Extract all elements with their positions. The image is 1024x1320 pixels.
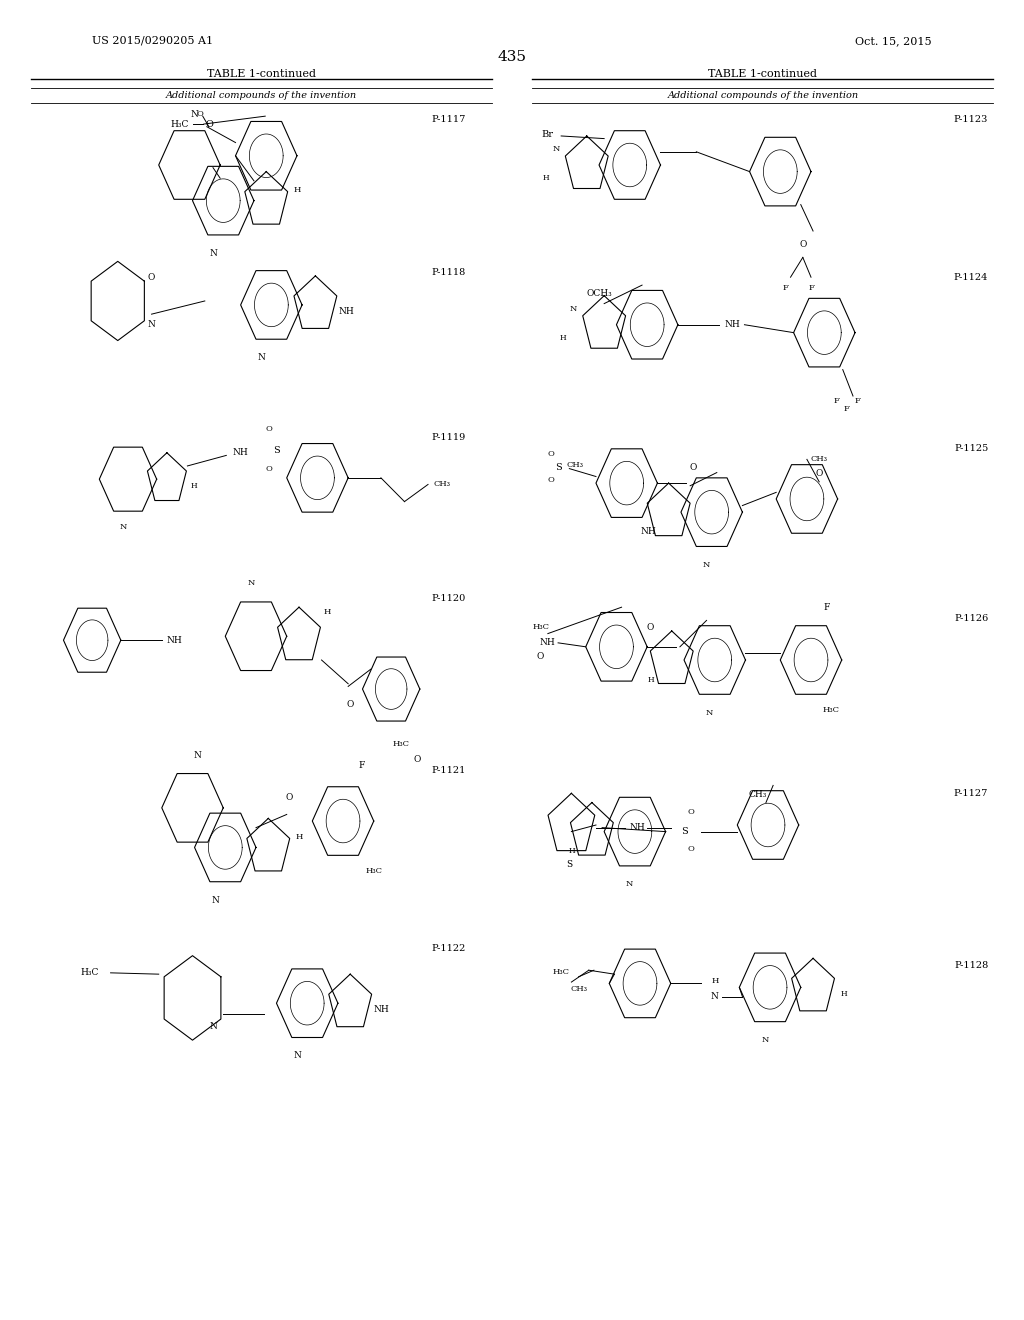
Text: OCH₃: OCH₃	[586, 289, 612, 297]
Text: P-1120: P-1120	[432, 594, 466, 603]
Text: O: O	[537, 652, 545, 660]
Text: N: N	[190, 111, 199, 119]
Text: Br: Br	[542, 131, 554, 139]
Text: NH: NH	[373, 1006, 389, 1014]
Text: H₃C: H₃C	[366, 867, 382, 875]
Text: CH₃: CH₃	[567, 461, 584, 469]
Text: N: N	[247, 579, 255, 587]
Text: N: N	[257, 354, 265, 362]
Text: O: O	[815, 470, 823, 478]
Text: Oct. 15, 2015: Oct. 15, 2015	[855, 36, 932, 46]
Text: F: F	[358, 762, 365, 770]
Text: TABLE 1-continued: TABLE 1-continued	[709, 69, 817, 79]
Text: P-1118: P-1118	[432, 268, 466, 277]
Text: H₃C: H₃C	[553, 968, 569, 975]
Text: H₃C: H₃C	[81, 969, 99, 977]
Text: NH: NH	[338, 308, 354, 315]
Text: N: N	[209, 249, 217, 257]
Text: O: O	[346, 701, 354, 709]
Text: O: O	[689, 463, 697, 471]
Text: H₃C: H₃C	[823, 706, 840, 714]
Text: N: N	[702, 561, 711, 569]
Text: P-1119: P-1119	[432, 433, 466, 442]
Text: NH: NH	[724, 321, 740, 329]
Text: N: N	[711, 993, 719, 1001]
Text: N: N	[194, 751, 202, 759]
Text: NH: NH	[640, 528, 656, 536]
Text: S: S	[555, 463, 561, 471]
Text: O: O	[688, 845, 694, 853]
Text: H: H	[568, 847, 574, 855]
Text: O: O	[197, 110, 203, 117]
Text: F: F	[854, 397, 860, 405]
Text: P-1127: P-1127	[953, 789, 988, 799]
Text: O: O	[646, 623, 654, 631]
Text: H: H	[190, 482, 197, 490]
Text: P-1124: P-1124	[953, 273, 988, 282]
Text: O: O	[548, 477, 554, 484]
Text: P-1123: P-1123	[953, 115, 988, 124]
Text: H₃C: H₃C	[170, 120, 188, 128]
Text: O: O	[206, 120, 214, 128]
Text: 435: 435	[498, 50, 526, 63]
Text: F: F	[823, 603, 829, 611]
Text: O: O	[799, 240, 807, 248]
Text: H: H	[295, 833, 303, 841]
Text: P-1117: P-1117	[431, 115, 466, 124]
Text: N: N	[552, 145, 560, 153]
Text: S: S	[681, 828, 687, 836]
Text: P-1125: P-1125	[954, 444, 988, 453]
Text: O: O	[285, 793, 293, 801]
Text: P-1126: P-1126	[954, 614, 988, 623]
Text: O: O	[266, 465, 272, 473]
Text: O: O	[413, 755, 421, 763]
Text: H₃C: H₃C	[532, 623, 549, 631]
Text: H: H	[648, 676, 654, 684]
Text: H₃C: H₃C	[393, 741, 410, 748]
Text: F: F	[834, 397, 840, 405]
Text: N: N	[119, 523, 127, 531]
Text: N: N	[706, 709, 714, 717]
Text: O: O	[688, 808, 694, 816]
Text: H: H	[543, 174, 549, 182]
Text: N: N	[569, 305, 578, 313]
Text: NH: NH	[232, 449, 249, 457]
Text: NH: NH	[629, 824, 645, 832]
Text: P-1121: P-1121	[431, 766, 466, 775]
Text: N: N	[626, 880, 634, 888]
Text: CH₃: CH₃	[434, 480, 451, 488]
Text: H: H	[560, 334, 566, 342]
Text: Additional compounds of the invention: Additional compounds of the invention	[668, 91, 858, 99]
Text: N: N	[761, 1036, 769, 1044]
Text: H: H	[711, 977, 719, 985]
Text: N: N	[293, 1052, 301, 1060]
Text: S: S	[273, 446, 280, 454]
Text: P-1128: P-1128	[954, 961, 988, 970]
Text: US 2015/0290205 A1: US 2015/0290205 A1	[92, 36, 213, 46]
Text: H: H	[841, 990, 847, 998]
Text: O: O	[147, 273, 156, 281]
Text: CH₃: CH₃	[570, 985, 587, 993]
Text: N: N	[209, 1023, 217, 1031]
Text: N: N	[211, 896, 219, 904]
Text: F: F	[782, 284, 788, 292]
Text: H: H	[293, 186, 301, 194]
Text: TABLE 1-continued: TABLE 1-continued	[207, 69, 315, 79]
Text: S: S	[566, 861, 572, 869]
Text: CH₃: CH₃	[811, 455, 827, 463]
Text: O: O	[266, 425, 272, 433]
Text: N: N	[147, 321, 156, 329]
Text: H: H	[324, 609, 332, 616]
Text: Additional compounds of the invention: Additional compounds of the invention	[166, 91, 356, 99]
Text: NH: NH	[540, 639, 556, 647]
Text: CH₃: CH₃	[749, 791, 767, 799]
Text: P-1122: P-1122	[431, 944, 466, 953]
Text: F: F	[844, 405, 850, 413]
Text: O: O	[548, 450, 554, 458]
Text: NH: NH	[166, 636, 182, 644]
Text: F: F	[808, 284, 814, 292]
